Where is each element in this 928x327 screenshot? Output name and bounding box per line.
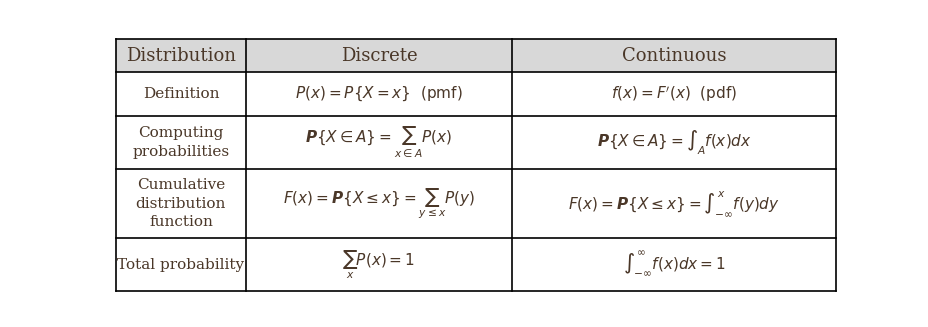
Bar [116,39,835,72]
Text: $\int_{-\infty}^{\infty} f(x)dx = 1$: $\int_{-\infty}^{\infty} f(x)dx = 1$ [622,250,725,279]
Text: Distribution: Distribution [126,47,236,65]
Text: Discrete: Discrete [341,47,417,65]
Text: $P(x) = P\{X = x\}$  (pmf): $P(x) = P\{X = x\}$ (pmf) [295,85,462,103]
Text: $F(x) = \boldsymbol{P}\{X \leq x\} = \sum_{y \leq x} P(y)$: $F(x) = \boldsymbol{P}\{X \leq x\} = \su… [282,186,474,221]
Text: Definition: Definition [143,87,219,101]
Text: Continuous: Continuous [621,47,726,65]
Text: Total probability: Total probability [117,258,244,272]
Text: $\boldsymbol{P}\{X \in A\} = \int_A f(x)dx$: $\boldsymbol{P}\{X \in A\} = \int_A f(x)… [596,128,751,157]
Text: Cumulative
distribution
function: Cumulative distribution function [135,178,226,229]
Text: $F(x) = \boldsymbol{P}\{X \leq x\} = \int_{-\infty}^{x} f(y)dy$: $F(x) = \boldsymbol{P}\{X \leq x\} = \in… [568,189,780,218]
Text: $\boldsymbol{P}\{X \in A\} = \sum_{x \in A} P(x)$: $\boldsymbol{P}\{X \in A\} = \sum_{x \in… [305,126,452,159]
Text: $\sum_{x} P(x) = 1$: $\sum_{x} P(x) = 1$ [342,249,415,281]
Text: Computing
probabilities: Computing probabilities [132,126,229,159]
Text: $f(x) = F'(x)$  (pdf): $f(x) = F'(x)$ (pdf) [611,84,737,104]
